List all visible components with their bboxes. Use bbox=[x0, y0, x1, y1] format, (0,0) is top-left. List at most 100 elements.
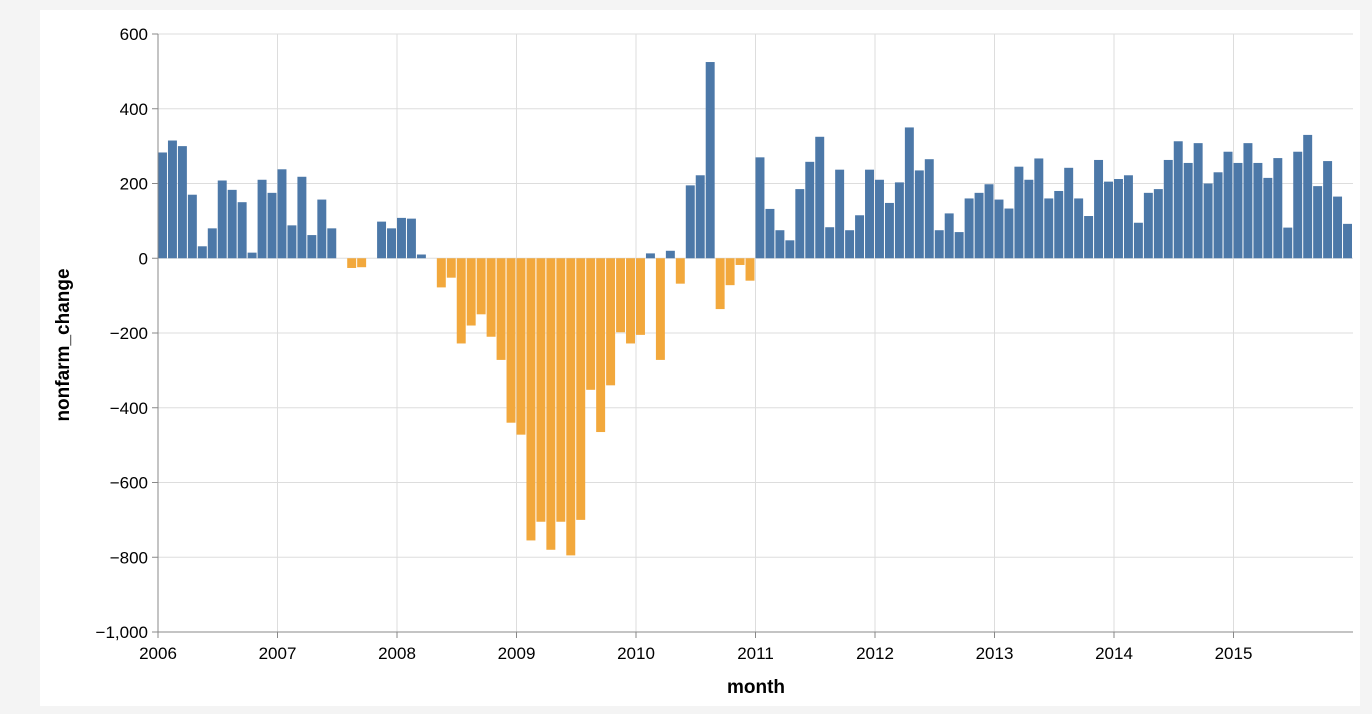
bar-2009-05 bbox=[556, 258, 566, 522]
bar-2015-01 bbox=[1233, 162, 1243, 259]
bar-2013-12 bbox=[1104, 181, 1113, 259]
bar-2012-04 bbox=[904, 127, 914, 259]
x-tick-label: 2013 bbox=[976, 644, 1014, 663]
bar-2008-09 bbox=[476, 258, 486, 315]
bar-2012-10 bbox=[964, 198, 974, 259]
bar-2007-03 bbox=[297, 176, 307, 259]
bar-2015-03 bbox=[1253, 162, 1263, 259]
bar-2007-06 bbox=[327, 228, 337, 259]
bar-2013-09 bbox=[1074, 198, 1084, 259]
bar-2006-09 bbox=[237, 202, 247, 259]
axis-layer: 600 400 200 0 −200 −400 −600 −800 −1,000 2006 2007… bbox=[96, 25, 1353, 663]
bar-2008-07 bbox=[456, 258, 466, 344]
bar-2007-05 bbox=[317, 199, 327, 259]
bar-2015-12 bbox=[1343, 223, 1352, 259]
bar-2009-07 bbox=[576, 258, 586, 520]
bar-2011-04 bbox=[785, 240, 795, 259]
bar-2010-03 bbox=[655, 258, 665, 360]
bar-2007-02 bbox=[287, 225, 297, 259]
bar-2009-02 bbox=[526, 258, 536, 541]
bar-2011-09 bbox=[835, 169, 845, 259]
bar-2013-05 bbox=[1034, 158, 1044, 259]
bar-2011-08 bbox=[825, 227, 835, 259]
bar-2006-04 bbox=[187, 194, 197, 259]
bar-2014-07 bbox=[1173, 141, 1183, 259]
bar-2011-01 bbox=[755, 157, 765, 259]
bar-2006-01 bbox=[158, 152, 167, 259]
bar-2009-08 bbox=[586, 258, 596, 390]
bar-2011-06 bbox=[805, 161, 815, 259]
bar-2007-12 bbox=[387, 228, 396, 259]
x-tick-label: 2011 bbox=[737, 644, 774, 663]
bar-2007-04 bbox=[307, 235, 317, 259]
bar-2009-11 bbox=[616, 258, 626, 333]
y-axis-title: nonfarm_change bbox=[53, 268, 74, 421]
bar-2009-10 bbox=[606, 258, 616, 386]
bar-2008-05 bbox=[436, 258, 446, 288]
bar-2012-06 bbox=[924, 159, 934, 259]
bar-2008-11 bbox=[496, 258, 506, 360]
bar-2008-06 bbox=[446, 258, 456, 278]
bar-2010-06 bbox=[685, 185, 695, 259]
bar-2010-04 bbox=[665, 250, 675, 259]
y-tick-label: −200 bbox=[110, 324, 148, 343]
bar-2012-12 bbox=[984, 184, 994, 259]
bar-2006-12 bbox=[267, 192, 277, 259]
bar-2010-11 bbox=[735, 258, 745, 265]
bar-2006-02 bbox=[167, 140, 177, 259]
bar-2012-07 bbox=[934, 230, 944, 259]
bar-2006-10 bbox=[247, 252, 257, 259]
y-tick-label: 600 bbox=[120, 25, 148, 44]
x-tick-label: 2015 bbox=[1215, 644, 1253, 663]
x-tick-label: 2006 bbox=[139, 644, 177, 663]
bar-2007-01 bbox=[277, 169, 287, 259]
bar-2011-12 bbox=[865, 169, 874, 259]
bar-2006-08 bbox=[227, 189, 237, 259]
bar-2006-07 bbox=[217, 180, 227, 259]
bar-2012-05 bbox=[914, 170, 924, 259]
bar-2015-08 bbox=[1303, 134, 1313, 259]
bar-2013-03 bbox=[1014, 166, 1024, 259]
bar-2009-03 bbox=[536, 258, 546, 522]
bar-2015-11 bbox=[1333, 196, 1343, 259]
y-tick-label: −1,000 bbox=[96, 623, 148, 642]
bar-2013-01 bbox=[994, 199, 1004, 259]
x-tick-label: 2009 bbox=[498, 644, 536, 663]
bar-2015-06 bbox=[1283, 227, 1293, 259]
bar-2012-11 bbox=[974, 192, 984, 259]
bar-2011-05 bbox=[795, 189, 805, 259]
bar-2008-01 bbox=[397, 217, 406, 259]
bar-2015-07 bbox=[1293, 151, 1303, 259]
bar-2010-12 bbox=[745, 258, 755, 281]
bar-2010-01 bbox=[636, 258, 645, 335]
bar-2009-01 bbox=[516, 258, 526, 435]
bar-2013-10 bbox=[1084, 216, 1094, 259]
bar-2014-05 bbox=[1153, 189, 1163, 259]
bars-layer bbox=[158, 62, 1352, 556]
bar-2012-03 bbox=[894, 182, 904, 259]
bar-2012-08 bbox=[944, 213, 954, 259]
bar-2012-01 bbox=[875, 179, 884, 259]
bar-2014-03 bbox=[1133, 222, 1143, 259]
bar-2012-02 bbox=[884, 202, 894, 259]
bar-2013-07 bbox=[1054, 190, 1064, 259]
bar-2008-10 bbox=[486, 258, 496, 337]
x-tick-label: 2012 bbox=[856, 644, 894, 663]
bar-2008-12 bbox=[506, 258, 516, 423]
grid-layer bbox=[157, 33, 1353, 633]
bar-2010-05 bbox=[675, 258, 685, 284]
bar-2007-09 bbox=[357, 258, 367, 268]
bar-2014-12 bbox=[1223, 151, 1233, 259]
bar-2006-11 bbox=[257, 179, 267, 259]
bar-2015-05 bbox=[1273, 158, 1283, 259]
bar-2008-03 bbox=[416, 254, 426, 259]
bar-2009-06 bbox=[566, 258, 576, 556]
bar-2006-05 bbox=[197, 246, 207, 259]
bar-2006-06 bbox=[207, 228, 217, 259]
bar-2012-09 bbox=[954, 232, 964, 259]
bar-2013-08 bbox=[1064, 167, 1074, 259]
bar-2013-06 bbox=[1044, 198, 1054, 259]
bar-2010-09 bbox=[715, 258, 725, 310]
bar-2015-04 bbox=[1263, 177, 1273, 259]
bar-2013-11 bbox=[1094, 159, 1104, 259]
